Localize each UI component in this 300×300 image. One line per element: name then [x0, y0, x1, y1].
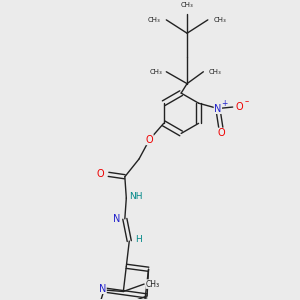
- Text: NH: NH: [129, 192, 142, 201]
- Text: N: N: [214, 103, 222, 113]
- Text: N: N: [113, 214, 120, 224]
- Text: CH₃: CH₃: [146, 280, 160, 289]
- Text: O: O: [217, 128, 225, 138]
- Text: CH₃: CH₃: [209, 69, 222, 75]
- Text: CH₃: CH₃: [181, 2, 194, 8]
- Text: O: O: [97, 169, 104, 179]
- Text: O: O: [146, 135, 153, 145]
- Text: CH₃: CH₃: [148, 17, 161, 23]
- Text: O: O: [236, 102, 243, 112]
- Text: +: +: [221, 99, 228, 108]
- Text: N: N: [99, 284, 106, 293]
- Text: H: H: [135, 236, 142, 244]
- Text: CH₃: CH₃: [213, 17, 226, 23]
- Text: CH₃: CH₃: [150, 69, 162, 75]
- Text: –: –: [244, 97, 249, 106]
